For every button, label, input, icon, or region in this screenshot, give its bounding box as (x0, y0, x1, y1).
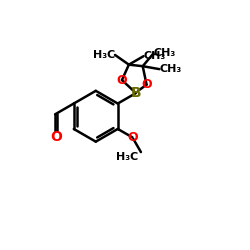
Text: O: O (50, 130, 62, 144)
Text: O: O (116, 74, 127, 86)
Text: CH₃: CH₃ (144, 51, 166, 61)
Text: H₃C: H₃C (116, 152, 138, 162)
Text: O: O (141, 78, 152, 91)
Text: CH₃: CH₃ (160, 64, 182, 74)
Text: CH₃: CH₃ (154, 48, 176, 58)
Text: O: O (127, 131, 138, 144)
Text: H₃C: H₃C (93, 50, 115, 60)
Text: B: B (130, 86, 141, 100)
